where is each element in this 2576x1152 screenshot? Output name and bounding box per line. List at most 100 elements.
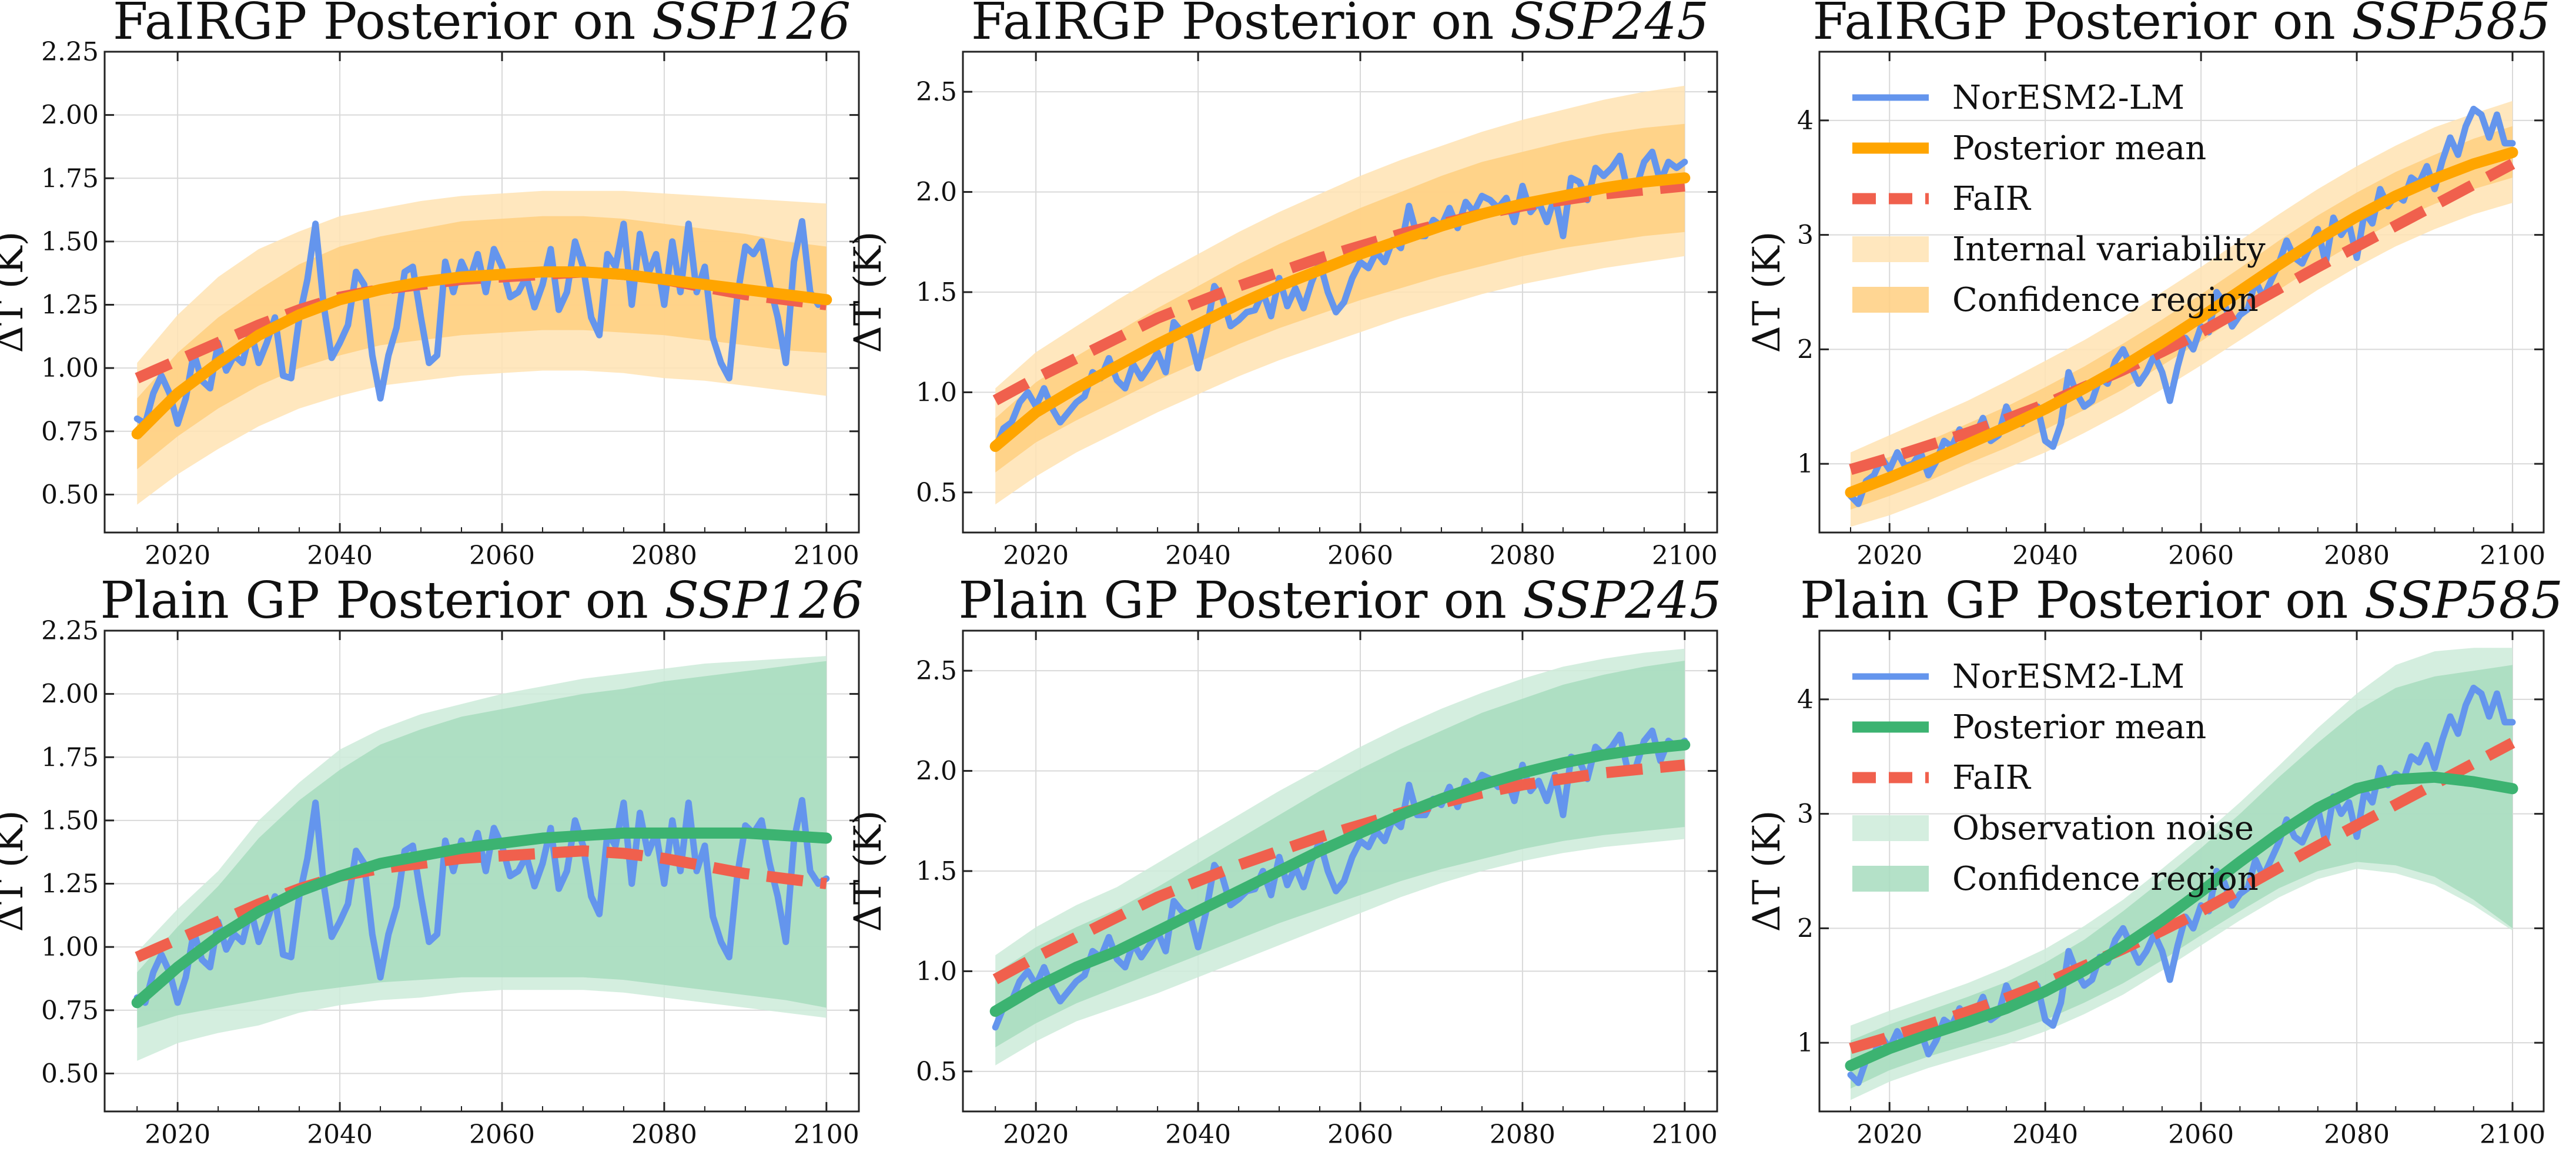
posterior-mean-line	[1845, 146, 2518, 498]
y-tick-label: 2.5	[916, 656, 957, 686]
plot-area	[1845, 101, 2518, 527]
x-tick-label: 2100	[1652, 541, 1718, 571]
x-tick-label: 2020	[145, 1120, 210, 1150]
legend-label-fair: FaIR	[1952, 759, 2032, 797]
y-tick-label: 0.75	[41, 417, 99, 447]
x-tick-label: 2080	[2324, 1120, 2390, 1150]
legend-swatch-outer_band	[1852, 815, 1929, 841]
x-tick-label: 2060	[2168, 541, 2234, 571]
x-tick-label: 2060	[469, 541, 535, 571]
panel-plaingp-ssp126: 2020 2040 2060 2080 2100 0.50 0.75 1.00 1.25 1.50…	[0, 571, 864, 1150]
x-tick-label: 2060	[1327, 541, 1393, 571]
panel-fairgp-ssp245: 2020 2040 2060 2080 2100 0.5 1.0 1.5 2.0 2.5 ΔT (K…	[847, 0, 1718, 571]
axes-frame	[103, 51, 860, 534]
y-axis-label: ΔT (K)	[0, 811, 32, 932]
panel-title-scenario: SSP245	[1510, 0, 1709, 51]
panel-fairgp-ssp585: 2020 2040 2060 2080 2100 1 2 3 4 ΔT (K) FaIRGP Pos…	[1745, 0, 2551, 571]
legend: NorESM2-LM Posterior mean FaIR Observation …	[1852, 658, 2259, 898]
y-tick-label: 1.5	[916, 277, 957, 307]
x-tick-label: 2100	[794, 1120, 859, 1150]
y-axis-label: ΔT (K)	[847, 811, 890, 932]
panel-title: Plain GP Posterior on SSP245	[958, 571, 1721, 630]
y-tick-label: 1.0	[916, 377, 957, 407]
x-tick-label: 2040	[2012, 541, 2078, 571]
x-tick-label: 2040	[2012, 1120, 2078, 1150]
posterior-mean-line	[131, 827, 832, 1009]
axes-frame	[1818, 51, 2545, 534]
x-tick-label: 2040	[1165, 541, 1231, 571]
plot-area	[989, 648, 1691, 1066]
x-tick-label: 2020	[1856, 1120, 1922, 1150]
legend-label-observed: NorESM2-LM	[1952, 79, 2184, 117]
panel-fairgp-ssp126: 2020 2040 2060 2080 2100 0.50 0.75 1.00 1.25 1.50…	[0, 0, 860, 571]
y-tick-label: 0.50	[41, 480, 99, 510]
y-tick-label: 2.00	[41, 679, 99, 709]
y-tick-label: 2	[1797, 334, 1814, 364]
x-tick-label: 2040	[307, 1120, 373, 1150]
y-tick-label: 2.00	[41, 101, 99, 130]
legend-label-outer_band: Observation noise	[1952, 809, 2254, 848]
plot-area	[989, 85, 1691, 505]
x-tick-label: 2080	[631, 541, 697, 571]
legend-swatch-inner_band	[1852, 287, 1929, 313]
x-tick-label: 2100	[2480, 541, 2545, 571]
fair-series-line	[1849, 738, 2515, 1054]
panel-title-prefix: FaIRGP Posterior on	[971, 0, 1510, 51]
legend-swatch-inner_band	[1852, 866, 1929, 892]
x-tick-label: 2080	[1490, 541, 1555, 571]
y-axis-label: ΔT (K)	[1745, 811, 1789, 932]
y-tick-label: 1.25	[41, 869, 99, 899]
legend-label-fair: FaIR	[1952, 180, 2032, 218]
y-tick-label: 2	[1797, 913, 1814, 943]
y-tick-label: 0.50	[41, 1059, 99, 1089]
plot-area	[131, 656, 832, 1061]
x-tick-label: 2020	[145, 541, 210, 571]
panel-title-scenario: SSP245	[1523, 571, 1721, 630]
panel-title: Plain GP Posterior on SSP126	[100, 571, 863, 630]
x-tick-label: 2040	[307, 541, 373, 571]
fair-series-line	[135, 845, 827, 963]
plot-area	[1845, 648, 2518, 1100]
y-tick-label: 0.5	[916, 478, 957, 508]
noresm-series-line	[992, 148, 1688, 452]
x-tick-label: 2080	[631, 1120, 697, 1150]
y-axis-label: ΔT (K)	[1745, 232, 1789, 353]
x-tick-label: 2080	[2324, 541, 2390, 571]
legend-swatch-outer_band	[1852, 236, 1929, 262]
panel-title-scenario: SSP585	[2351, 0, 2550, 51]
y-axis-label: ΔT (K)	[0, 232, 32, 353]
legend-label-mean: Posterior mean	[1952, 129, 2206, 168]
x-tick-label: 2020	[1856, 541, 1922, 571]
y-tick-label: 1.25	[41, 290, 99, 320]
y-tick-label: 1	[1797, 449, 1814, 479]
y-tick-label: 1.5	[916, 856, 957, 886]
y-tick-label: 2.0	[916, 756, 957, 786]
y-tick-label: 1.50	[41, 806, 99, 836]
panel-plaingp-ssp585: 2020 2040 2060 2080 2100 1 2 3 4 ΔT (K) Plain GP P…	[1745, 571, 2563, 1150]
y-tick-label: 1.00	[41, 353, 99, 383]
panel-title: FaIRGP Posterior on SSP126	[113, 0, 851, 51]
panel-title-prefix: FaIRGP Posterior on	[1812, 0, 2351, 51]
confidence-region-area	[1851, 665, 2513, 1089]
axes-frame	[1818, 629, 2545, 1113]
legend-label-observed: NorESM2-LM	[1952, 658, 2184, 696]
y-tick-label: 2.25	[41, 616, 99, 646]
panel-title-prefix: Plain GP Posterior on	[958, 571, 1523, 630]
axes-frame	[103, 629, 860, 1113]
posterior-mean-line	[131, 266, 832, 440]
x-tick-label: 2020	[1003, 1120, 1069, 1150]
legend: NorESM2-LM Posterior mean FaIR Internal var…	[1852, 79, 2266, 319]
fair-series-line	[1849, 159, 2515, 475]
y-tick-label: 1.75	[41, 163, 99, 193]
x-tick-label: 2100	[2480, 1120, 2545, 1150]
legend-label-inner_band: Confidence region	[1952, 281, 2259, 319]
panel-title: Plain GP Posterior on SSP585	[1800, 571, 2563, 630]
x-tick-label: 2040	[1165, 1120, 1231, 1150]
panel-title-prefix: FaIRGP Posterior on	[113, 0, 652, 51]
y-tick-label: 4	[1797, 685, 1814, 715]
y-tick-label: 3	[1797, 799, 1814, 829]
y-tick-label: 1.50	[41, 227, 99, 257]
panel-title-prefix: Plain GP Posterior on	[100, 571, 664, 630]
